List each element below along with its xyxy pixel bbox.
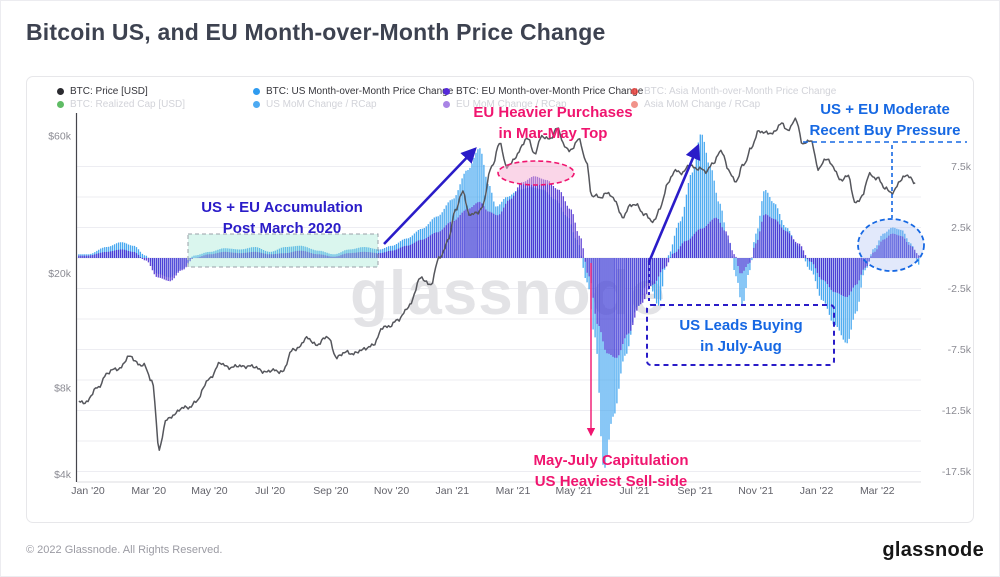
annotation-line: in July-Aug [700,338,782,355]
series-color-dot [57,101,64,108]
legend-item-label: BTC: US Month-over-Month Price Change [266,86,454,97]
page-title: Bitcoin US, and EU Month-over-Month Pric… [26,19,606,45]
series-color-dot [57,88,64,95]
legend-item-us-rcap[interactable]: US MoM Change / RCap [253,98,443,111]
annotation-accumulation: US + EU Accumulation Post March 2020 [201,197,363,239]
series-color-dot [253,101,260,108]
legend-item-label: BTC: Price [USD] [70,86,148,97]
legend-item-eu-rcap[interactable]: EU MoM Change / RCap [443,98,631,111]
svg-text:Mar '20: Mar '20 [131,485,166,497]
eu-heavier-ellipse [497,160,575,186]
annotation-line: US + EU Moderate [820,101,950,118]
legend-item-label: US MoM Change / RCap [266,99,377,110]
chart-legend: BTC: Price [USD] BTC: US Month-over-Mont… [57,85,836,111]
annotation-line: US Leads Buying [679,317,803,334]
us-leads-arrow [647,143,701,263]
svg-text:Jan '21: Jan '21 [436,485,470,497]
series-color-dot [631,88,638,95]
svg-text:Mar '21: Mar '21 [496,485,531,497]
legend-item-label: BTC: EU Month-over-Month Price Change [456,86,644,97]
svg-text:Sep '20: Sep '20 [313,485,348,497]
us-leads-box [646,304,835,366]
svg-text:-7.5k: -7.5k [948,344,972,356]
svg-text:May '21: May '21 [555,485,592,497]
annotation-us-leads: US Leads Buying in July-Aug [679,315,802,357]
series-color-dot [443,88,450,95]
svg-text:-2.5k: -2.5k [948,283,972,295]
svg-text:Jul '20: Jul '20 [255,485,285,497]
glassnode-logo: glassnode [882,539,984,561]
svg-text:7.5k: 7.5k [951,161,972,173]
svg-text:-12.5k: -12.5k [942,405,972,417]
svg-text:Jul '21: Jul '21 [619,485,649,497]
series-color-dot [631,101,638,108]
annotation-eu-heavier: EU Heavier Purchases in Mar-May Top [473,102,632,144]
annotation-line: Post March 2020 [222,220,342,237]
legend-item-asia-mom[interactable]: BTC: Asia Month-over-Month Price Change [631,85,836,98]
svg-text:-17.5k: -17.5k [942,466,972,478]
svg-text:Nov '21: Nov '21 [738,485,773,497]
svg-text:$4k: $4k [54,469,72,481]
legend-item-label: EU MoM Change / RCap [456,99,567,110]
annotation-line: US + EU Accumulation [201,199,363,216]
annotation-line: May-July Capitulation [533,452,689,469]
annotation-line: EU Heavier Purchases [473,104,633,121]
legend-item-asia-rcap[interactable]: Asia MoM Change / RCap [631,98,836,111]
legend-item-realized-cap[interactable]: BTC: Realized Cap [USD] [57,98,253,111]
accumulation-highlight-rect [187,233,379,268]
annotation-moderate: US + EU Moderate Recent Buy Pressure [810,99,961,141]
svg-text:$20k: $20k [48,268,72,280]
legend-item-label: BTC: Asia Month-over-Month Price Change [644,86,837,97]
annotation-line: in Mar-May Top [498,125,608,142]
annotation-capitulation: May-July Capitulation US Heaviest Sell-s… [533,450,688,492]
svg-text:Sep '21: Sep '21 [677,485,712,497]
accumulation-arrow [383,147,477,245]
series-color-dot [443,101,450,108]
copyright-text: © 2022 Glassnode. All Rights Reserved. [26,544,223,556]
annotation-line: Recent Buy Pressure [809,122,961,139]
series-color-dot [253,88,260,95]
svg-text:$60k: $60k [48,130,72,142]
annotation-line: US Heaviest Sell-side [534,473,688,490]
svg-text:Nov '20: Nov '20 [374,485,409,497]
svg-text:May '20: May '20 [191,485,228,497]
moderate-ellipse [857,218,925,272]
legend-item-eu-mom[interactable]: BTC: EU Month-over-Month Price Change [443,85,643,98]
svg-text:Jan '22: Jan '22 [800,485,834,497]
svg-text:2.5k: 2.5k [951,222,972,234]
svg-text:$8k: $8k [54,382,72,394]
legend-item-label: Asia MoM Change / RCap [644,99,761,110]
svg-text:Mar '22: Mar '22 [860,485,895,497]
legend-item-btc-price[interactable]: BTC: Price [USD] [57,85,253,98]
legend-item-us-mom[interactable]: BTC: US Month-over-Month Price Change [253,85,453,98]
chart-card: BTC: Price [USD] BTC: US Month-over-Mont… [26,76,974,523]
legend-item-label: BTC: Realized Cap [USD] [70,99,186,110]
svg-text:Jan '20: Jan '20 [71,485,105,497]
